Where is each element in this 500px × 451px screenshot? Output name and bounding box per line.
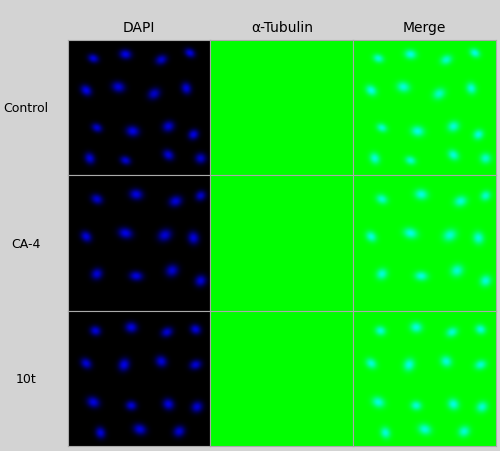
Text: CA-4: CA-4 (11, 237, 40, 250)
Text: DAPI: DAPI (122, 21, 155, 35)
Text: Control: Control (3, 102, 48, 115)
Text: Merge: Merge (403, 21, 446, 35)
Text: 10t: 10t (16, 373, 36, 385)
Text: α-Tubulin: α-Tubulin (251, 21, 313, 35)
